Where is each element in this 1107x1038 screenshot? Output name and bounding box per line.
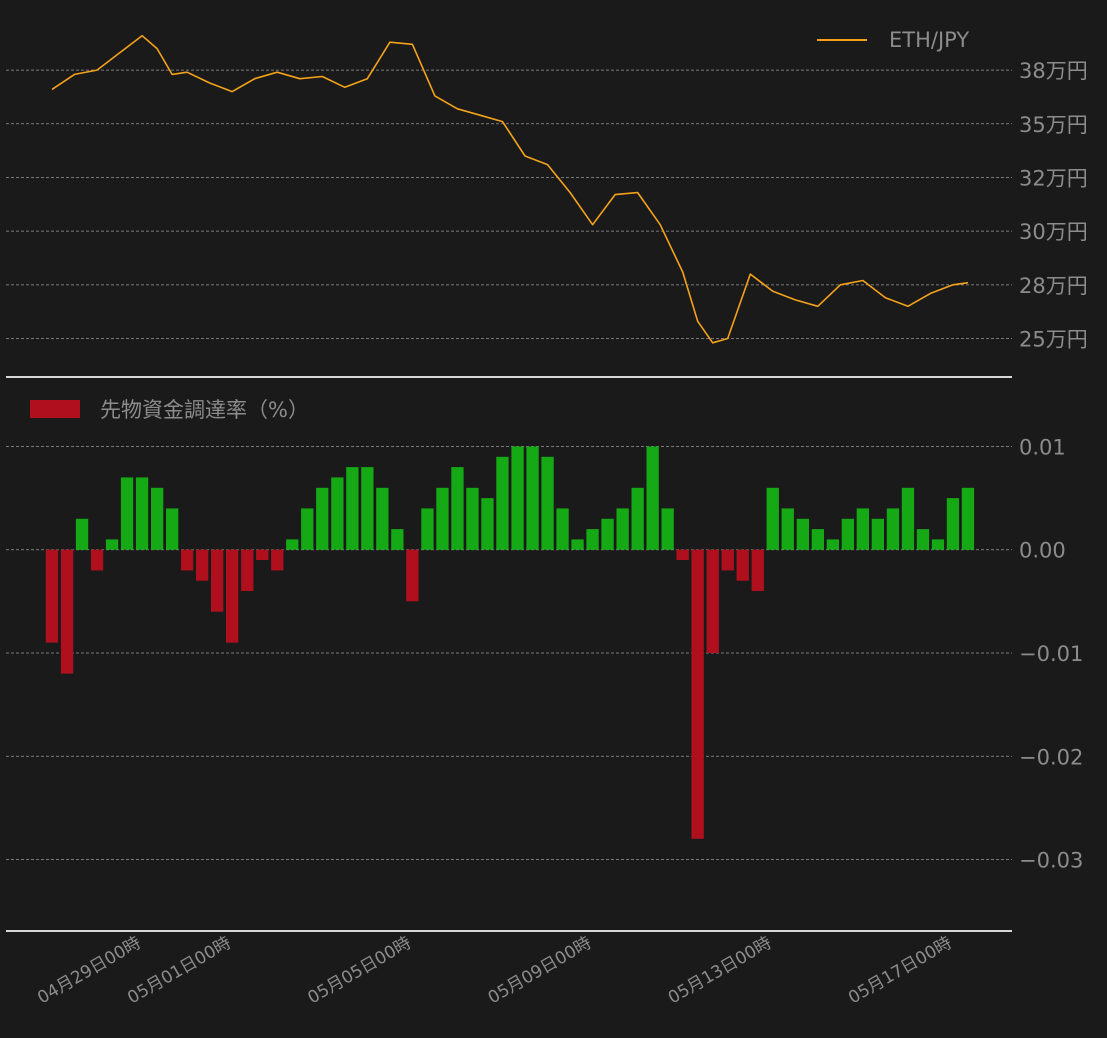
funding-bar [736,549,749,581]
funding-y-tick-label: −0.01 [1019,642,1083,666]
funding-bar [556,508,569,550]
funding-bar [60,549,74,674]
funding-bar [406,549,419,602]
funding-bar [481,498,494,550]
funding-bar [931,539,945,550]
funding-y-tick-label: −0.03 [1019,849,1083,873]
funding-bar [331,477,344,550]
funding-bar [946,498,960,550]
funding-bar [811,529,824,550]
funding-bar [45,549,59,643]
funding-bar [436,487,449,550]
price-y-tick-label: 28万円 [1019,274,1088,298]
funding-legend-swatch [30,400,80,418]
funding-bar [961,487,975,550]
funding-bar [90,549,104,571]
funding-bar [196,549,209,581]
funding-grid [6,446,1012,860]
funding-y-tick-label: −0.02 [1019,745,1083,769]
funding-bar [721,549,734,571]
funding-bar [316,487,329,550]
funding-bar [601,518,614,550]
funding-bar [135,477,149,550]
funding-bar [751,549,764,591]
price-y-tick-label: 25万円 [1019,328,1088,352]
funding-y-tick-label: 0.01 [1019,435,1066,459]
funding-bar [526,446,539,550]
funding-bar [286,539,299,550]
price-legend: ETH/JPY [817,28,969,52]
funding-bar [766,487,779,550]
price-grid [6,69,1012,339]
funding-bar [616,508,629,550]
funding-bar [391,529,404,550]
funding-bar [511,446,524,550]
funding-bar [421,508,434,550]
funding-bar [105,539,119,550]
funding-bar [181,549,194,571]
funding-bar [856,508,869,550]
funding-bar [646,446,659,550]
funding-bar [120,477,134,550]
funding-legend: 先物資金調達率（%） [30,398,309,422]
funding-bar [166,508,179,550]
funding-bars [45,446,975,839]
funding-bar [871,518,884,550]
funding-y-ticks: −0.03 −0.02 −0.01 0.00 0.01 [1019,435,1083,872]
funding-bar [541,456,554,550]
price-legend-label: ETH/JPY [889,28,969,52]
funding-bar [676,549,689,560]
price-y-tick-label: 32万円 [1019,166,1088,190]
funding-bar [151,487,164,550]
funding-bar [586,529,599,550]
funding-bar [706,549,719,653]
funding-legend-label: 先物資金調達率（%） [100,398,309,422]
funding-bar [886,508,900,550]
funding-bar [466,487,479,550]
funding-bar [301,508,314,550]
funding-bar [241,549,254,591]
funding-bar [271,549,284,571]
funding-bar [691,549,704,839]
funding-y-tick-label: 0.00 [1019,539,1066,563]
price-y-tick-label: 35万円 [1019,113,1088,137]
price-y-ticks: 25万円 28万円 30万円 32万円 35万円 38万円 [1019,59,1088,351]
funding-bar [571,539,584,550]
funding-bar [226,549,239,643]
price-panel: 25万円 28万円 30万円 32万円 35万円 38万円 ETH/JPY [6,28,1088,378]
funding-bar [346,467,359,550]
funding-bar [916,529,930,550]
funding-bar [451,467,464,550]
price-y-tick-label: 38万円 [1019,59,1088,83]
funding-bar [826,539,839,550]
funding-bar [361,467,374,550]
funding-bar [796,518,809,550]
price-line [51,34,969,344]
price-y-tick-label: 30万円 [1019,220,1088,244]
funding-bar [631,487,644,550]
funding-bar [661,508,674,550]
funding-bar [496,456,509,550]
funding-bar [211,549,224,612]
funding-bar [256,549,269,560]
funding-bar [841,518,854,550]
funding-bar [376,487,389,550]
funding-bar [901,487,915,550]
funding-bar [75,518,89,550]
funding-bar [781,508,794,550]
